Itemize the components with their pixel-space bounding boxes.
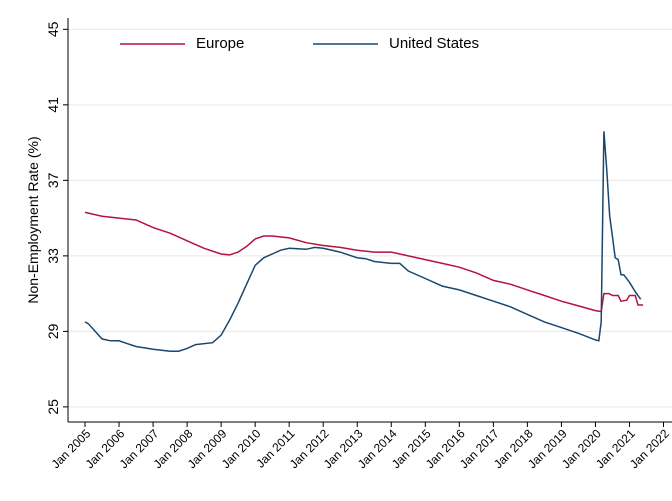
y-axis-title: Non-Employment Rate (%) bbox=[25, 136, 41, 303]
y-tick-label: 29 bbox=[45, 323, 61, 339]
series-line bbox=[84, 131, 642, 352]
legend-label: Europe bbox=[196, 35, 244, 52]
y-tick-label: 37 bbox=[45, 172, 61, 188]
y-tick-label: 41 bbox=[45, 97, 61, 113]
y-tick-label: 45 bbox=[45, 21, 61, 37]
legend-label: United States bbox=[389, 35, 479, 52]
y-tick-label: 25 bbox=[45, 399, 61, 415]
y-tick-label: 33 bbox=[45, 248, 61, 264]
series-line bbox=[84, 211, 644, 313]
